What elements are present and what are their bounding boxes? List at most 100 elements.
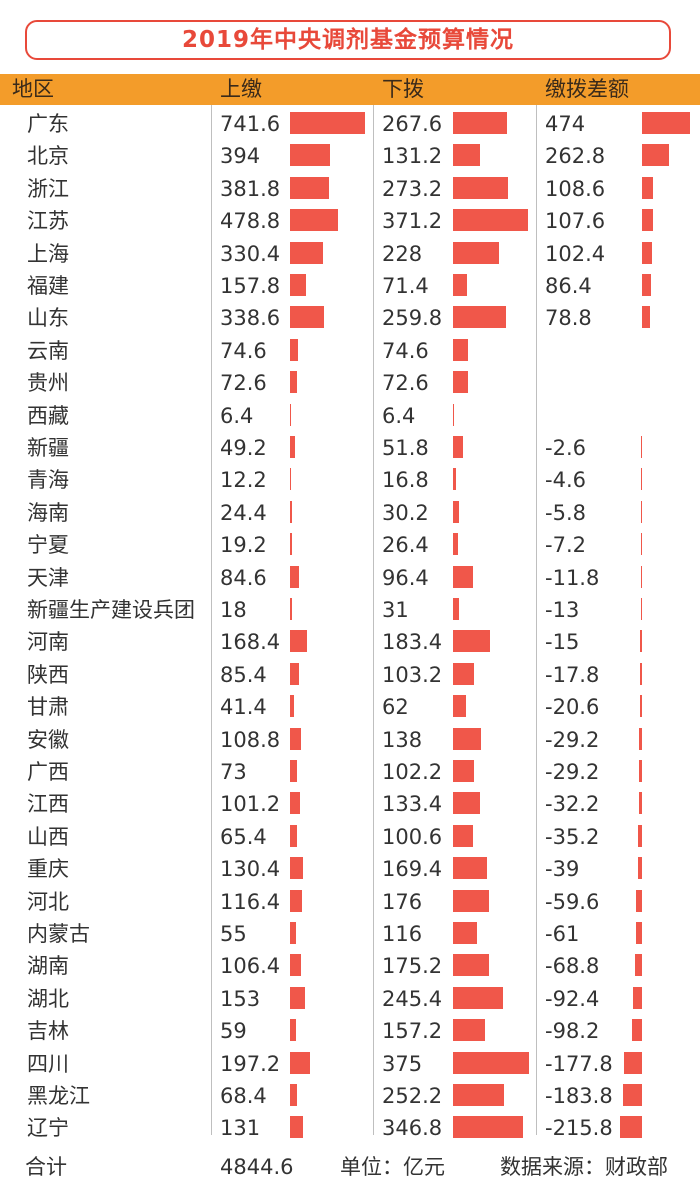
up-bar <box>290 468 292 491</box>
up-bar <box>290 727 301 750</box>
down-value: 245.4 <box>382 986 443 1011</box>
up-bar <box>290 695 295 718</box>
up-bar <box>290 792 301 815</box>
up-bar <box>290 1051 310 1074</box>
up-bar <box>290 662 299 685</box>
region-cell: 广东 <box>27 112 69 136</box>
down-bar <box>453 727 481 750</box>
table-row: 贵州 72.6 72.6 <box>0 367 700 399</box>
region-cell: 西藏 <box>27 403 69 428</box>
diff-bar-negative <box>641 436 642 458</box>
down-value: 133.4 <box>382 792 443 817</box>
diff-value: 107.6 <box>545 209 606 234</box>
region-cell: 江西 <box>27 792 69 817</box>
up-value: 74.6 <box>220 338 267 363</box>
diff-value: -35.2 <box>545 824 600 849</box>
down-bar <box>453 630 491 653</box>
region-cell: 北京 <box>27 144 69 169</box>
down-bar <box>453 209 529 232</box>
region-cell: 贵州 <box>27 371 69 396</box>
down-bar <box>453 338 469 361</box>
up-bar <box>290 274 306 296</box>
up-value: 130.4 <box>220 857 281 882</box>
up-value: 197.2 <box>220 1051 281 1076</box>
diff-bar-negative <box>641 468 642 491</box>
diff-value: -7.2 <box>545 533 586 558</box>
down-bar <box>453 1116 524 1139</box>
diff-value: -68.8 <box>545 954 600 979</box>
table-row: 山西 65.4 100.6 -35.2 <box>0 821 700 853</box>
column-divider <box>373 105 374 1135</box>
up-value: 73 <box>220 760 247 784</box>
diff-bar-negative <box>638 857 642 880</box>
unit-label: 单位：亿元 <box>340 1155 445 1179</box>
up-value: 18 <box>220 598 247 622</box>
up-bar <box>290 565 299 588</box>
up-value: 59 <box>220 1019 247 1044</box>
up-bar <box>290 1084 297 1106</box>
region-cell: 黑龙江 <box>27 1084 90 1108</box>
region-cell: 山东 <box>27 306 69 331</box>
up-value: 24.4 <box>220 500 267 525</box>
diff-bar-negative <box>632 986 642 1009</box>
region-cell: 山西 <box>27 824 69 849</box>
down-value: 252.2 <box>382 1084 443 1108</box>
diff-bar-negative <box>640 565 642 588</box>
diff-bar-negative <box>640 630 642 653</box>
down-value: 375 <box>382 1051 423 1076</box>
region-cell: 吉林 <box>27 1019 69 1044</box>
diff-value: -5.8 <box>545 500 586 525</box>
table-row: 浙江 381.8 273.2 108.6 <box>0 173 700 205</box>
down-value: 103.2 <box>382 662 443 687</box>
down-value: 273.2 <box>382 176 443 201</box>
down-value: 62 <box>382 695 409 720</box>
table-row: 北京 394 131.2 262.8 <box>0 140 700 172</box>
up-bar <box>290 533 292 556</box>
diff-bar-negative <box>639 695 642 718</box>
region-cell: 河南 <box>27 630 69 655</box>
diff-value: -2.6 <box>545 436 586 460</box>
down-bar <box>453 986 503 1009</box>
table-row: 陕西 85.4 103.2 -17.8 <box>0 659 700 691</box>
table-row: 江苏 478.8 371.2 107.6 <box>0 205 700 237</box>
table-row: 重庆 130.4 169.4 -39 <box>0 853 700 885</box>
diff-bar-negative <box>632 1019 642 1042</box>
table-row: 吉林 59 157.2 -98.2 <box>0 1015 700 1047</box>
down-value: 30.2 <box>382 500 429 525</box>
down-value: 96.4 <box>382 565 429 590</box>
diff-bar-negative <box>623 1084 642 1106</box>
header-down: 下拨 <box>382 77 424 101</box>
region-cell: 四川 <box>27 1051 69 1076</box>
region-cell: 安徽 <box>27 727 69 752</box>
up-value: 741.6 <box>220 112 281 136</box>
region-cell: 福建 <box>27 274 69 298</box>
down-value: 138 <box>382 727 423 752</box>
down-value: 26.4 <box>382 533 429 558</box>
up-bar <box>290 824 297 847</box>
diff-value: 86.4 <box>545 274 592 298</box>
diff-value: 102.4 <box>545 241 606 266</box>
down-bar <box>453 1019 485 1042</box>
down-value: 169.4 <box>382 857 443 882</box>
diff-bar-negative <box>635 922 642 944</box>
up-value: 108.8 <box>220 727 281 752</box>
up-value: 68.4 <box>220 1084 267 1108</box>
diff-bar-negative <box>639 760 642 782</box>
diff-value: -20.6 <box>545 695 600 720</box>
down-value: 51.8 <box>382 436 429 460</box>
up-bar <box>290 209 339 232</box>
table-row: 海南 24.4 30.2 -5.8 <box>0 497 700 529</box>
up-bar <box>290 176 329 199</box>
down-value: 31 <box>382 598 409 622</box>
up-value: 116.4 <box>220 889 281 914</box>
up-value: 330.4 <box>220 241 281 266</box>
up-bar <box>290 630 308 653</box>
diff-value: 108.6 <box>545 176 606 201</box>
down-bar <box>453 371 468 394</box>
table-row: 青海 12.2 16.8 -4.6 <box>0 464 700 496</box>
diff-bar-positive <box>642 209 653 232</box>
diff-value: -215.8 <box>545 1116 613 1141</box>
column-divider <box>211 105 212 1135</box>
up-bar <box>290 760 298 782</box>
down-value: 131.2 <box>382 144 443 169</box>
